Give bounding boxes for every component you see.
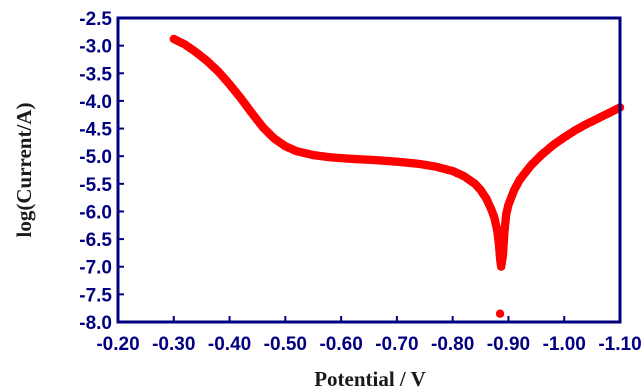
x-tick-label: -0.80: [431, 334, 474, 355]
y-tick-label: -5.5: [79, 175, 112, 196]
x-tick-label: -0.30: [152, 334, 195, 355]
data-point: [495, 309, 505, 318]
plot-frame: [116, 16, 622, 324]
y-tick-label: -6.5: [79, 230, 112, 251]
x-tick-label: -0.60: [319, 334, 362, 355]
axis-layer: -0.20 -0.30 -0.40 -0.50 -0.60 -0.70 -0.80 -0.90…: [79, 9, 641, 355]
y-tick-label: -4.5: [79, 120, 112, 141]
y-tick-label: -6.0: [79, 202, 112, 223]
x-tick-label: -0.20: [96, 334, 139, 355]
x-tick-label: -1.10: [598, 334, 641, 355]
y-axis-title: log(Current/A): [12, 103, 36, 238]
y-tick-label: -7.5: [79, 285, 112, 306]
x-tick-label: -0.70: [375, 334, 418, 355]
x-tick-label: -0.90: [487, 334, 530, 355]
y-tick-label: -2.5: [79, 9, 112, 30]
y-tick-label: -3.0: [79, 37, 112, 58]
y-tick-label: -3.5: [79, 64, 112, 85]
y-tick-label: -4.0: [79, 92, 112, 113]
data-marks: [169, 34, 625, 318]
x-axis-title: Potential / V: [314, 367, 426, 390]
y-tick-label: -5.0: [79, 147, 112, 168]
y-tick-label: -7.0: [79, 258, 112, 279]
y-tick-label: -8.0: [79, 313, 112, 334]
x-tick-label: -1.00: [543, 334, 586, 355]
x-tick-label: -0.40: [208, 334, 251, 355]
x-tick-label: -0.50: [264, 334, 307, 355]
